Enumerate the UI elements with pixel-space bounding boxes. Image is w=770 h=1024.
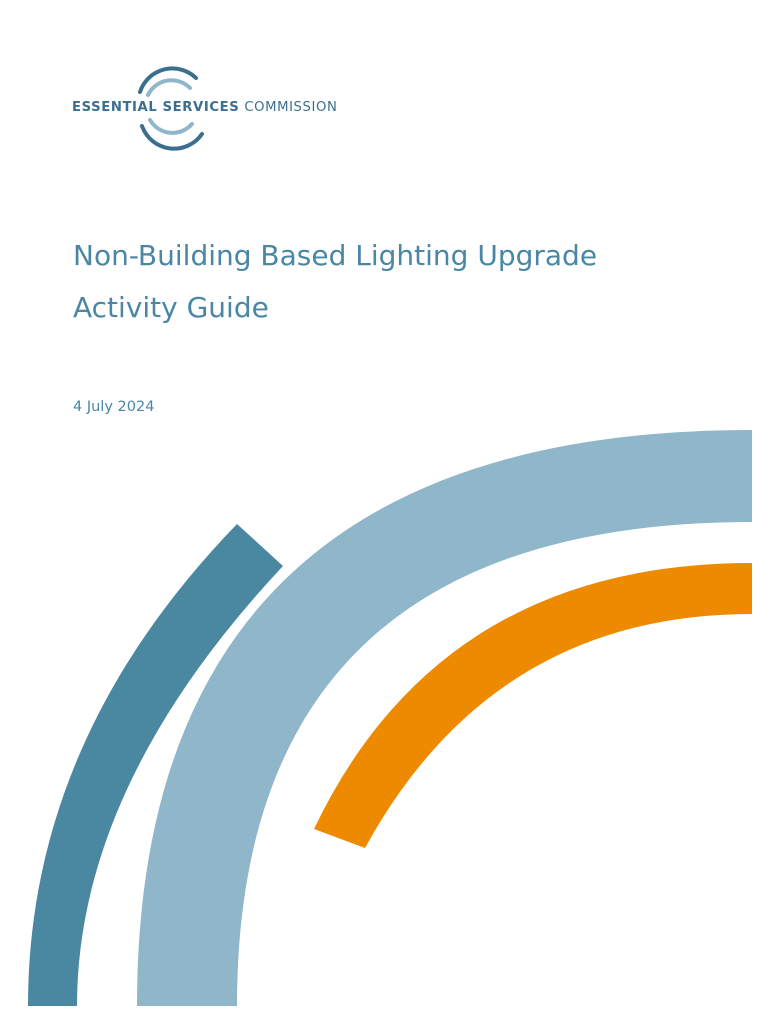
logo-ring-icon (138, 66, 204, 151)
logo-wordmark: ESSENTIAL SERVICES COMMISSION (72, 100, 337, 116)
orange-arc (314, 563, 752, 848)
logo-name-light: COMMISSION (244, 100, 338, 115)
document-title-line-1: Non-Building Based Lighting Upgrade (73, 239, 598, 272)
document-title-line-2: Activity Guide (73, 291, 269, 324)
commission-logo: ESSENTIAL SERVICES COMMISSION (68, 64, 358, 152)
dark-blue-arc (28, 524, 283, 1006)
light-blue-arc (137, 430, 752, 1006)
document-title: Non-Building Based Lighting Upgrade Acti… (73, 230, 713, 334)
logo-name-bold: ESSENTIAL SERVICES (72, 100, 240, 115)
document-date: 4 July 2024 (73, 399, 155, 415)
